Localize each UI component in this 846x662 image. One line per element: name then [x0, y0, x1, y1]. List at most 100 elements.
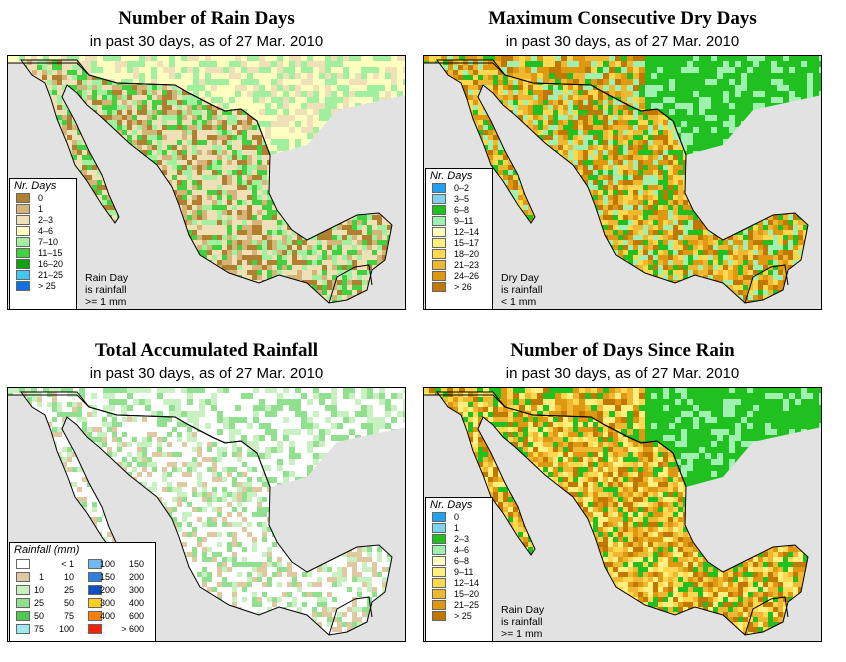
panel-title: Total Accumulated Rainfall	[5, 340, 408, 362]
legend-item: 9–11	[426, 567, 492, 578]
legend-label-low: 100	[100, 559, 114, 569]
legend-label: 2–3	[38, 215, 53, 225]
panel-title: Number of Rain Days	[5, 8, 408, 30]
legend-swatch	[432, 194, 446, 204]
legend-label: 0	[38, 193, 43, 203]
definition-note: Dry Day is rainfall < 1 mm	[501, 272, 542, 308]
legend-label: 9–11	[454, 567, 473, 577]
legend-label: 24–26	[454, 271, 479, 281]
legend-item: 15–17	[426, 238, 492, 249]
legend-item: 18–20	[426, 249, 492, 260]
legend-label: 6–8	[454, 556, 469, 566]
legend-swatch	[432, 227, 446, 237]
legend-title: Nr. Days	[10, 179, 76, 193]
legend-label-high: 600	[120, 611, 144, 621]
legend-swatch	[16, 624, 30, 634]
legend-label: 21–23	[454, 260, 479, 270]
legend-swatch	[432, 545, 446, 555]
legend-swatch	[432, 567, 446, 577]
panel-total-rainfall: Total Accumulated Rainfall in past 30 da…	[5, 332, 408, 662]
panel-subtitle: in past 30 days, as of 27 Mar. 2010	[5, 365, 408, 382]
legend-item: 4–6	[10, 226, 76, 237]
legend-label: 2–3	[454, 534, 469, 544]
legend-label: 21–25	[454, 600, 479, 610]
panel-title: Maximum Consecutive Dry Days	[421, 8, 824, 30]
legend-item: > 25	[10, 281, 76, 292]
legend-item: 0	[426, 512, 492, 523]
legend-label: 12–14	[454, 227, 479, 237]
legend-label: 15–17	[454, 238, 479, 248]
legend-title: Nr. Days	[426, 169, 492, 183]
legend-swatch	[432, 238, 446, 248]
legend-label: 9–11	[454, 216, 473, 226]
legend-label: 15–20	[454, 589, 479, 599]
panel-subtitle: in past 30 days, as of 27 Mar. 2010	[5, 33, 408, 50]
legend-item: > 600	[80, 624, 148, 635]
legend-item: 16–20	[10, 259, 76, 270]
panel-subtitle: in past 30 days, as of 27 Mar. 2010	[421, 365, 824, 382]
legend-item: > 26	[426, 282, 492, 293]
legend-item: 75 100	[10, 624, 78, 635]
legend-item: 9–11	[426, 216, 492, 227]
legend-label: > 25	[454, 611, 472, 621]
legend-item: 21–25	[10, 270, 76, 281]
legend-label-high: 300	[120, 585, 144, 595]
legend-item: 10 25	[10, 585, 78, 596]
legend-swatch	[432, 600, 446, 610]
legend-swatch	[16, 226, 30, 236]
legend-label-low: 1	[30, 572, 44, 582]
panel-days-since-rain: Number of Days Since Rain in past 30 day…	[421, 332, 824, 662]
legend-label: 11–15	[38, 248, 62, 258]
legend-item: 11–15	[10, 248, 76, 259]
legend-label: 4–6	[454, 545, 469, 555]
legend-item: 1	[10, 204, 76, 215]
legend-label-low: 200	[100, 585, 114, 595]
legend-swatch	[16, 281, 30, 291]
legend-swatch	[432, 260, 446, 270]
legend-item: 15–20	[426, 589, 492, 600]
legend-item: 12–14	[426, 227, 492, 238]
legend-swatch	[16, 585, 30, 595]
legend-swatch	[16, 237, 30, 247]
panel-rain-days: Number of Rain Days in past 30 days, as …	[5, 0, 408, 330]
legend-item: 0–2	[426, 183, 492, 194]
legend-label: 7–10	[38, 237, 58, 247]
legend-label-high: 25	[50, 585, 74, 595]
legend-swatch	[16, 598, 30, 608]
legend-label: 16–20	[38, 259, 63, 269]
legend-swatch	[16, 215, 30, 225]
legend-item: 24–26	[426, 271, 492, 282]
legend-label-low: 10	[30, 585, 44, 595]
legend-item: < 1	[10, 559, 78, 570]
legend-label: 1	[454, 523, 459, 533]
legend-item: 21–25	[426, 600, 492, 611]
legend-swatch	[432, 216, 446, 226]
legend-item: 7–10	[10, 237, 76, 248]
legend-label-high: > 600	[120, 624, 144, 634]
legend-label-low: 25	[30, 598, 44, 608]
legend-title: Nr. Days	[426, 498, 492, 512]
legend-label-high: 75	[50, 611, 74, 621]
legend-swatch	[432, 249, 446, 259]
legend-label: 21–25	[38, 270, 63, 280]
legend-label: 1	[38, 204, 43, 214]
legend-label-high: 50	[50, 598, 74, 608]
legend-label: 0	[454, 512, 459, 522]
legend-label-high: 200	[120, 572, 144, 582]
legend-item: 0	[10, 193, 76, 204]
legend-label: > 26	[454, 282, 472, 292]
legend-label-low: 75	[30, 624, 44, 634]
legend-item: 12–14	[426, 578, 492, 589]
legend-swatch	[432, 282, 446, 292]
legend-item: 3–5	[426, 194, 492, 205]
legend-swatch	[432, 271, 446, 281]
legend-label-high: 100	[50, 624, 74, 634]
legend-label: 12–14	[454, 578, 479, 588]
